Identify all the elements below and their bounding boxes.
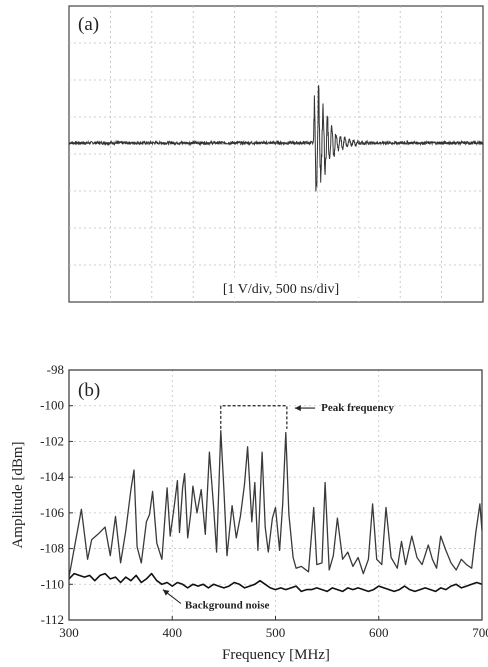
spectrum-signal-line [68, 430, 483, 578]
spectrum-background-line [68, 572, 483, 593]
x-axis-title: Frequency [MHz] [222, 647, 330, 663]
x-tick-label: 700 [472, 625, 488, 640]
y-tick-label: -98 [47, 362, 64, 377]
y-tick-label: -100 [40, 398, 64, 413]
background-noise-arrow-head [162, 589, 170, 596]
y-tick-label: -110 [41, 576, 64, 591]
y-tick-label: -106 [40, 505, 64, 520]
panel-label-a: (a) [78, 14, 99, 35]
peak-frequency-bracket [220, 405, 288, 429]
y-tick-label: -104 [40, 469, 64, 484]
oscilloscope-grid [69, 6, 483, 302]
spectrum-annotations: Peak frequency Background noise [162, 402, 394, 612]
scale-annotation: [1 V/div, 500 ns/div] [223, 282, 339, 297]
spectrum-ticks: 300 400 500 600 700 -98 -100 -102 -104 -106 -108 -1… [40, 362, 488, 640]
x-tick-label: 400 [163, 625, 183, 640]
scale-annotation-background [196, 277, 366, 297]
y-tick-label: -108 [40, 541, 64, 556]
oscilloscope-panel: (a) [1 V/div, 500 ns/div] [68, 5, 484, 303]
peak-frequency-arrow-head [294, 405, 301, 412]
spectrum-series [68, 430, 483, 593]
spectrum-frame [68, 369, 483, 621]
panel-label-b: (b) [78, 380, 100, 401]
x-tick-label: 500 [266, 625, 286, 640]
y-tick-label: -112 [41, 612, 64, 627]
spectrum-grid [69, 370, 482, 620]
peak-frequency-label: Peak frequency [321, 402, 394, 414]
spectrum-panel: 300 400 500 600 700 -98 -100 -102 -104 -106 -108 -1… [10, 362, 488, 663]
background-noise-label: Background noise [185, 600, 270, 612]
x-tick-label: 300 [59, 625, 79, 640]
oscilloscope-trace [68, 85, 484, 192]
y-axis-title: Amplitude [dBm] [10, 441, 26, 548]
x-tick-label: 600 [369, 625, 389, 640]
y-tick-label: -102 [40, 433, 64, 448]
